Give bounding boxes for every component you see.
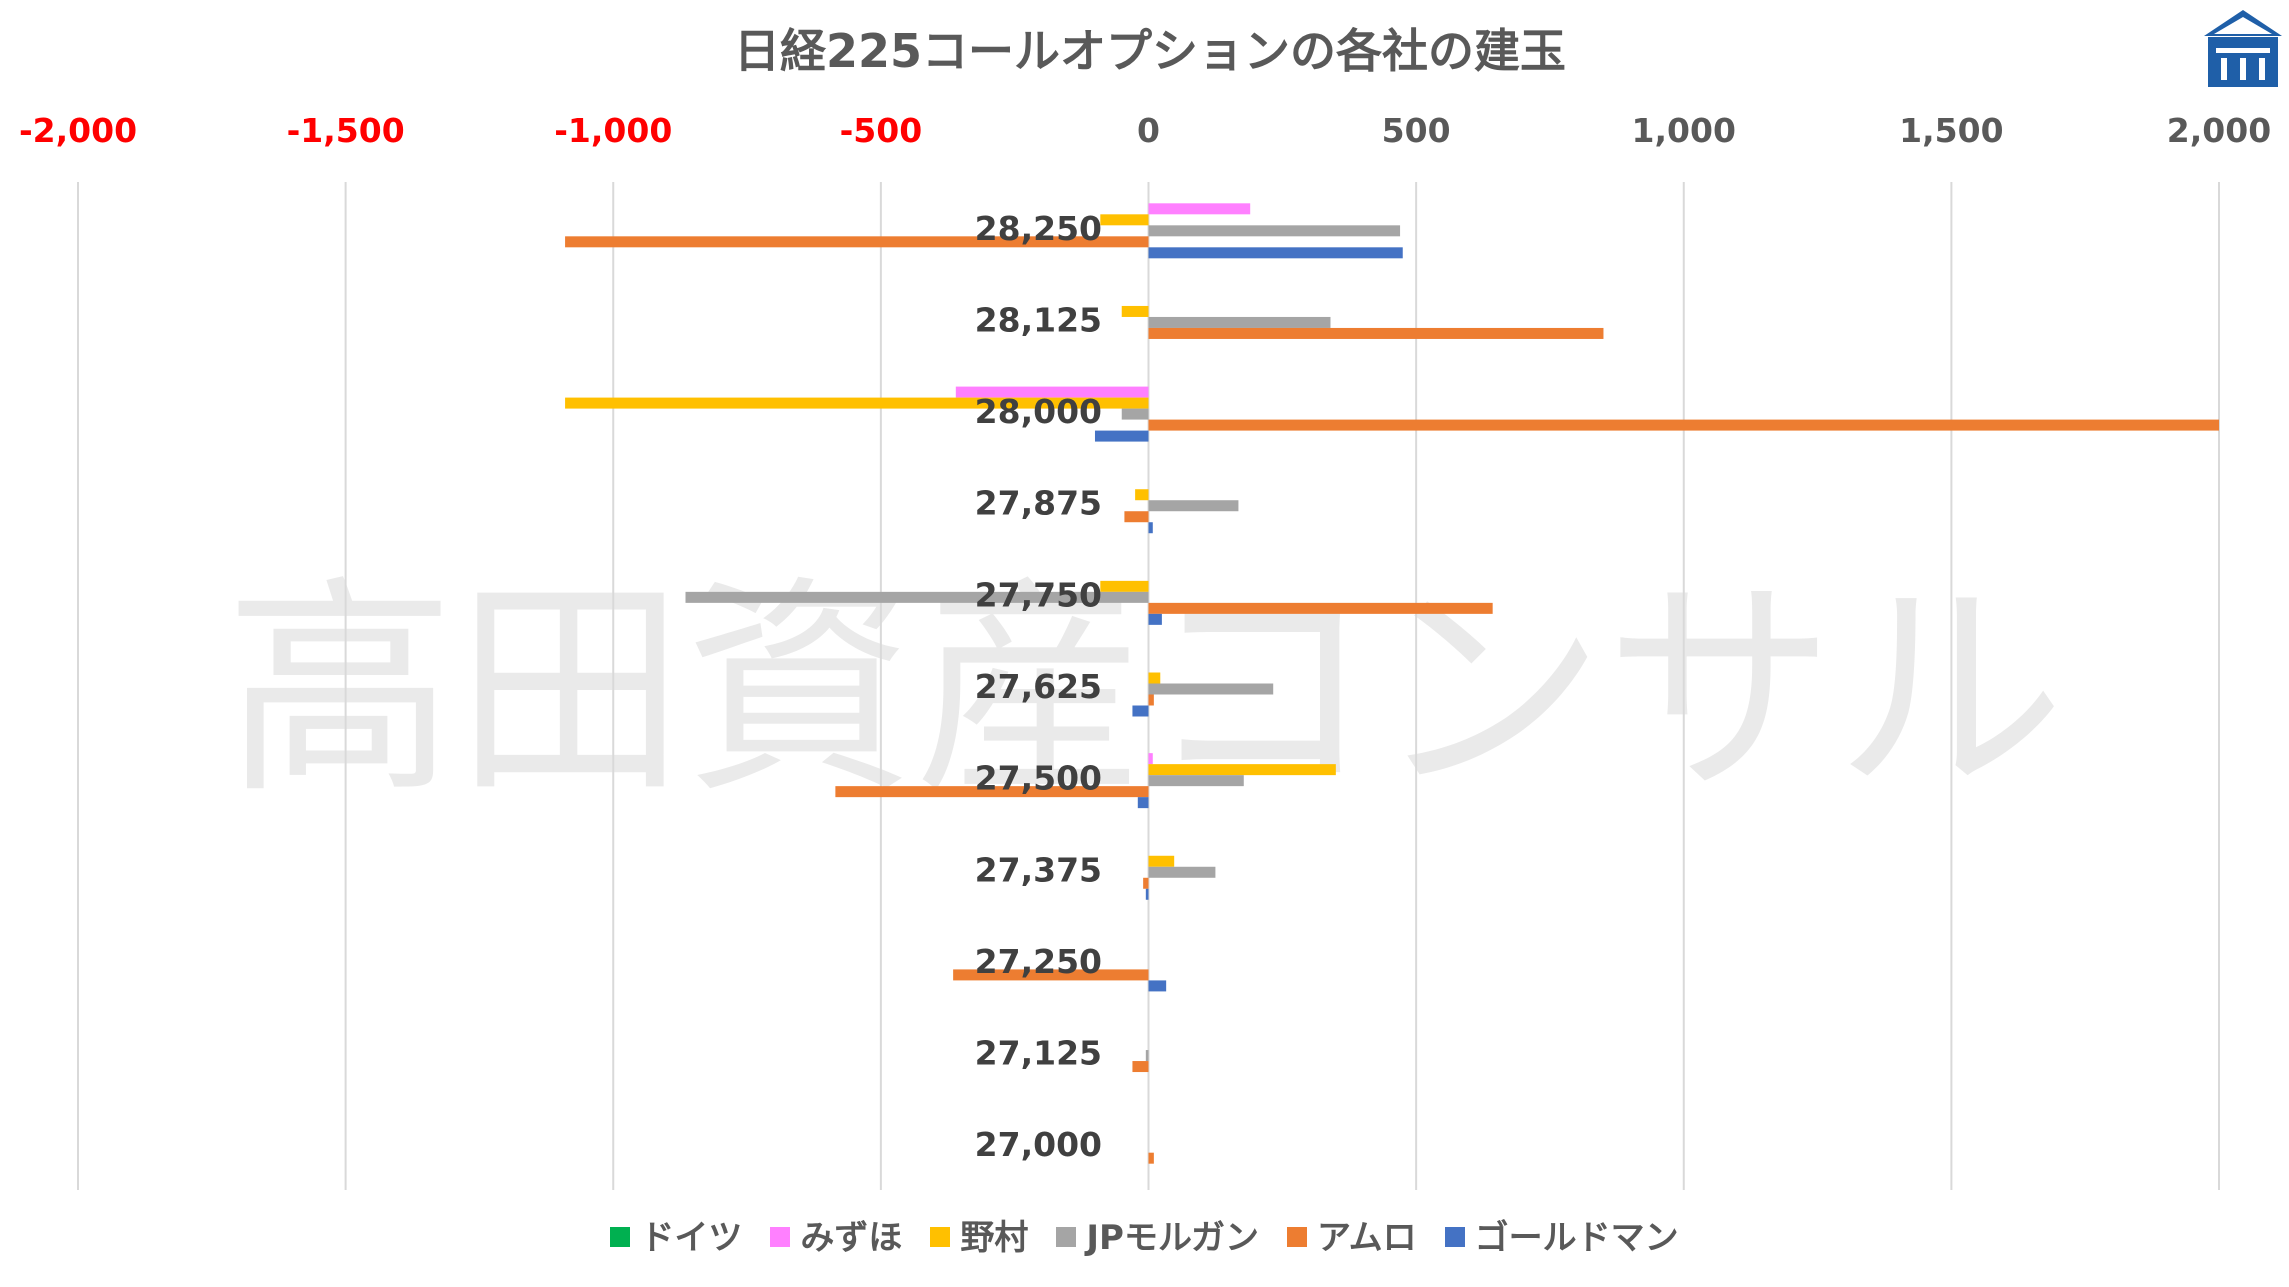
chart-title: 日経225コールオプションの各社の建玉 (734, 24, 1566, 78)
bar (1148, 980, 1167, 992)
bar (1100, 214, 1149, 226)
bar (1148, 225, 1401, 237)
category-label: 28,125 (975, 300, 1102, 339)
bar (1148, 522, 1153, 534)
x-tick-label: -2,000 (19, 111, 137, 150)
x-tick-label: 500 (1382, 111, 1451, 150)
x-tick-label: -500 (840, 111, 923, 150)
legend-label: ゴールドマン (1474, 1218, 1679, 1258)
x-tick-label: -1,500 (287, 111, 405, 150)
legend-swatch (1286, 1227, 1307, 1247)
x-tick-label: 0 (1137, 111, 1160, 150)
legend: ドイツ みずほ 野村 JPモルガン アムロ ゴールドマン (0, 1210, 2289, 1259)
legend-label: ドイツ (640, 1218, 743, 1258)
bar (1148, 203, 1251, 215)
bar (1121, 305, 1149, 317)
bar (1148, 613, 1162, 625)
bar (1137, 797, 1149, 809)
category-label: 27,625 (975, 667, 1102, 706)
bar (953, 969, 1149, 981)
bar (1148, 672, 1161, 684)
legend-label: アムロ (1316, 1218, 1417, 1258)
legend-item: アムロ (1286, 1210, 1417, 1259)
logo-icon (2204, 10, 2282, 87)
category-label: 27,000 (975, 1125, 1102, 1164)
legend-swatch (930, 1227, 951, 1247)
x-tick-label: 2,000 (2167, 111, 2271, 150)
bar (955, 386, 1149, 398)
bar (1148, 602, 1493, 614)
bar (1148, 694, 1154, 706)
bar (1145, 888, 1149, 900)
bar (1143, 877, 1149, 889)
bar (1148, 683, 1274, 695)
category-label: 27,125 (975, 1034, 1102, 1073)
legend-item: みずほ (770, 1210, 902, 1259)
bar (565, 397, 1149, 409)
bar (1148, 327, 1604, 339)
x-tick-label: -1,000 (554, 111, 672, 150)
bars (565, 203, 2219, 1164)
bar (835, 786, 1149, 798)
category-label: 28,000 (975, 392, 1102, 431)
category-label: 27,875 (975, 484, 1102, 523)
bar (1135, 489, 1149, 501)
bar (1100, 580, 1149, 592)
bar (1132, 1061, 1149, 1073)
category-label: 28,250 (975, 209, 1102, 248)
legend-item: ドイツ (610, 1210, 742, 1259)
legend-label: 野村 (960, 1218, 1029, 1258)
bar (565, 236, 1149, 248)
bar (1148, 1152, 1154, 1164)
legend-swatch (770, 1227, 791, 1247)
bar (1121, 408, 1149, 420)
legend-swatch (1444, 1227, 1465, 1247)
bar (1132, 705, 1149, 717)
category-label: 27,375 (975, 850, 1102, 889)
bar (1148, 753, 1153, 765)
bar (1148, 316, 1331, 328)
bar (685, 591, 1149, 603)
bar (1148, 764, 1336, 776)
bar (1148, 500, 1239, 512)
legend-item: ゴールドマン (1444, 1210, 1679, 1259)
category-label: 27,750 (975, 575, 1102, 614)
category-label: 27,500 (975, 759, 1102, 798)
legend-swatch (1056, 1227, 1077, 1247)
category-label: 27,250 (975, 942, 1102, 981)
x-tick-labels: -2,000 -1,500 -1,000 -500 0 500 1,000 1,500 2,00… (19, 111, 2271, 150)
legend-item: 野村 (930, 1210, 1028, 1259)
legend-item: JPモルガン (1056, 1210, 1259, 1259)
x-tick-label: 1,500 (1899, 111, 2003, 150)
legend-label: みずほ (800, 1218, 903, 1258)
legend-swatch (610, 1227, 631, 1247)
bar (1145, 1050, 1149, 1062)
bar (1124, 511, 1149, 523)
grid (77, 182, 2220, 1190)
bar (1148, 775, 1244, 787)
bar (1148, 855, 1175, 867)
x-tick-label: 1,000 (1632, 111, 1736, 150)
bar (1148, 866, 1216, 878)
category-labels: 28,250 28,125 28,000 27,875 27,750 27,625 27,5… (975, 209, 1102, 1164)
bar (1148, 419, 2219, 431)
bar (1148, 247, 1403, 259)
legend-label: JPモルガン (1086, 1218, 1259, 1258)
bar (1094, 430, 1149, 442)
